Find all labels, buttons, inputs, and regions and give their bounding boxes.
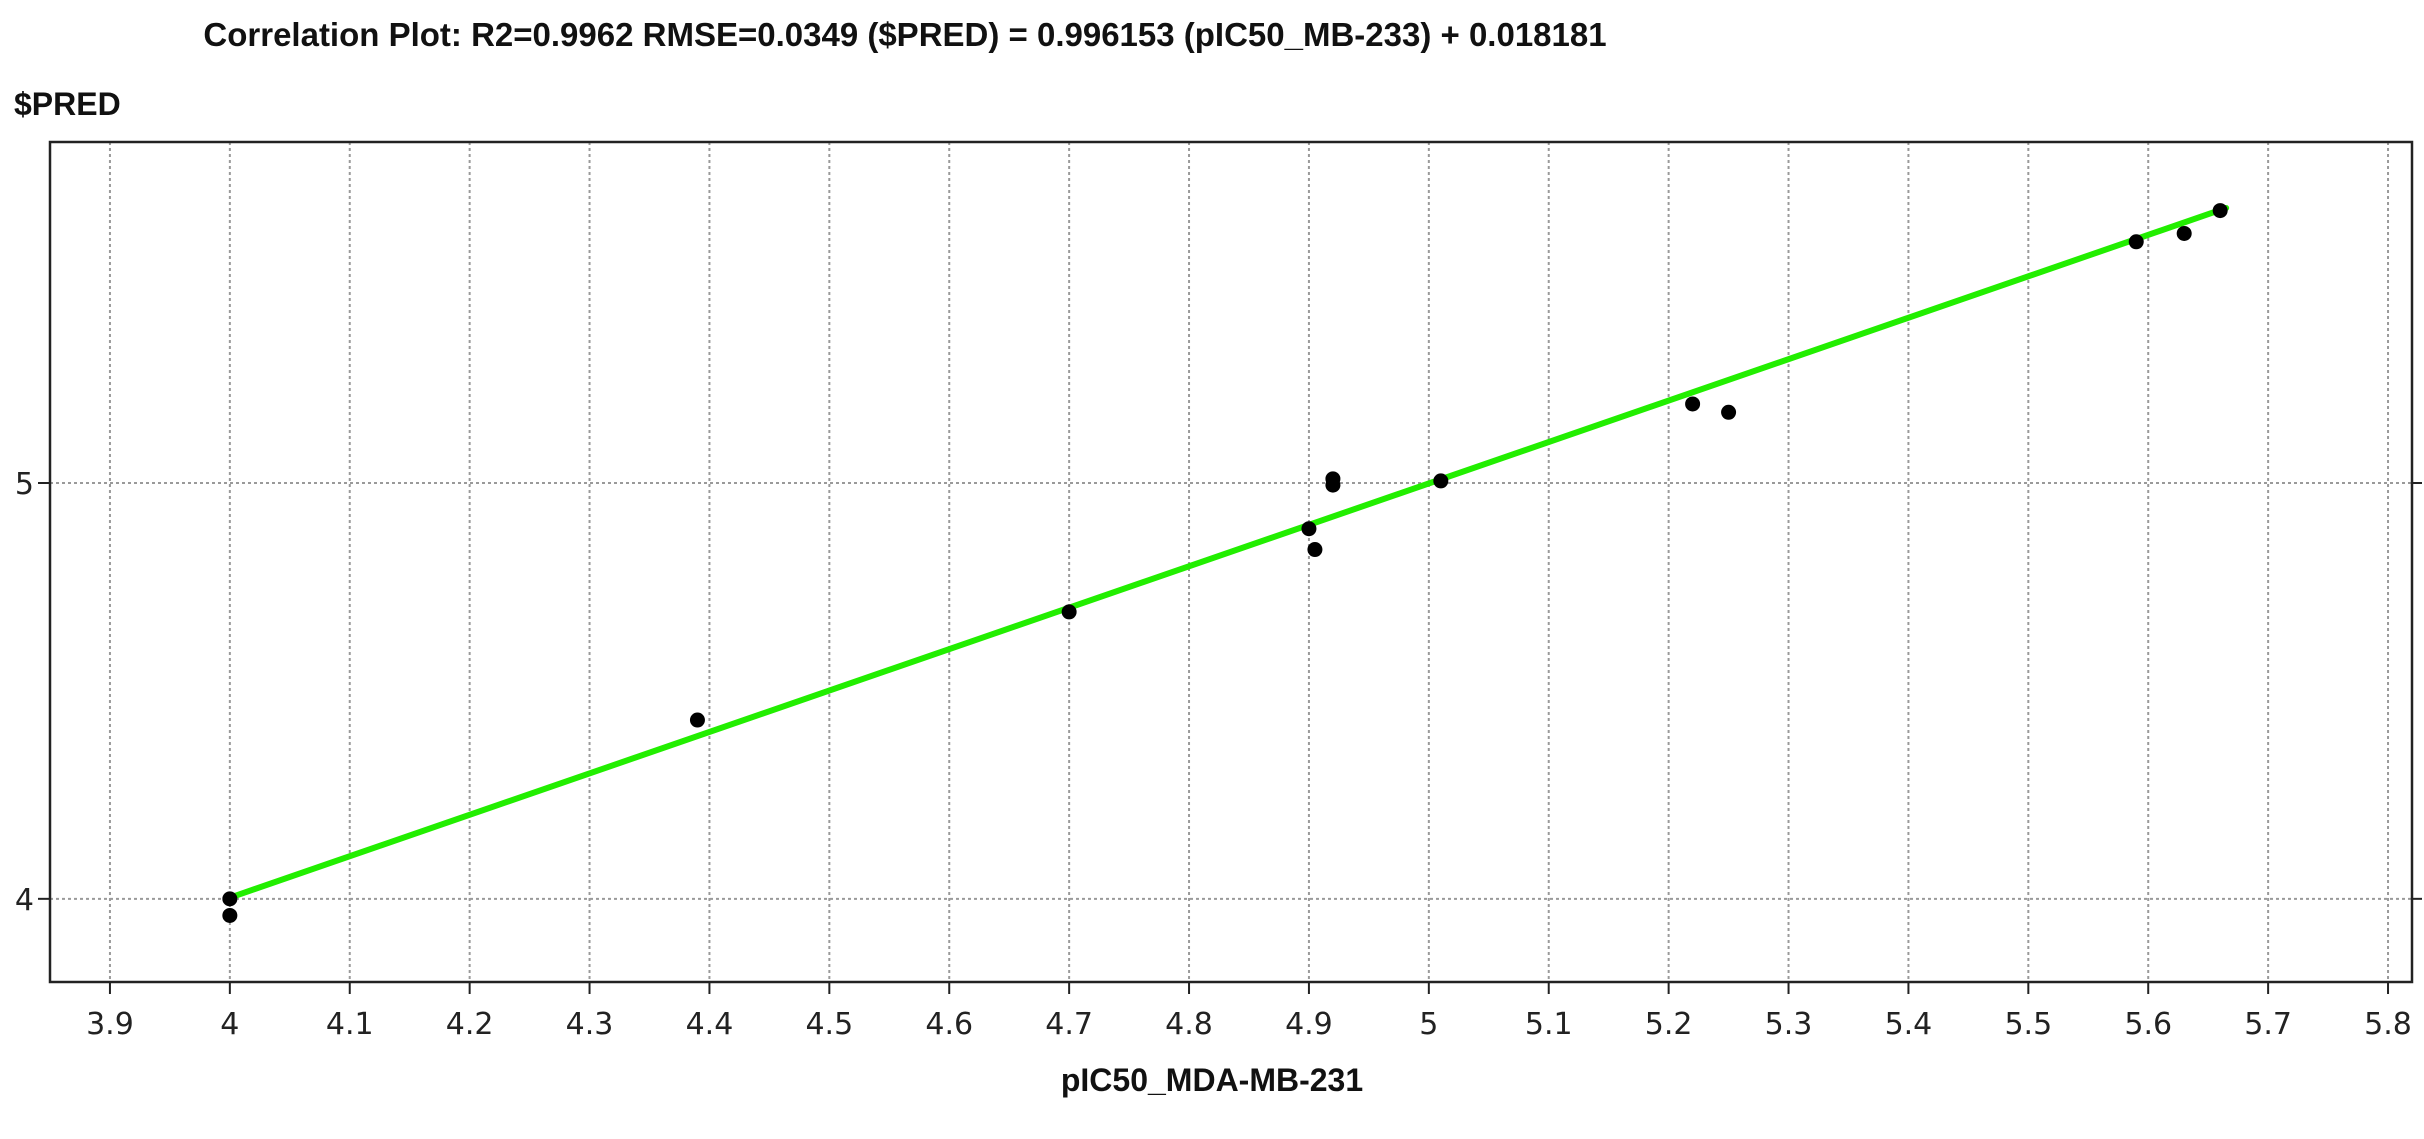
x-axis-label: pIC50_MDA-MB-231 [1060, 1062, 1364, 1098]
x-tick-label: 5.5 [2004, 1007, 2052, 1042]
data-point [1301, 521, 1317, 537]
x-tick-label: 3.9 [86, 1007, 134, 1042]
data-point [2212, 203, 2228, 219]
data-point [2176, 225, 2192, 241]
x-tick-label: 4.6 [925, 1007, 973, 1042]
x-tick-label: 4 [220, 1007, 239, 1042]
data-point [1061, 604, 1077, 620]
x-tick-label: 4.7 [1045, 1007, 1093, 1042]
x-tick-label: 5 [1419, 1007, 1438, 1042]
data-point [689, 712, 705, 728]
x-tick-label: 4.4 [686, 1007, 734, 1042]
y-axis-label: $PRED [14, 86, 121, 122]
chart-title: Correlation Plot: R2=0.9962 RMSE=0.0349 … [203, 16, 1607, 53]
data-point [222, 891, 238, 907]
x-tick-label: 5.8 [2364, 1007, 2412, 1042]
x-tick-label: 5.1 [1525, 1007, 1573, 1042]
data-point [2128, 234, 2144, 250]
x-tick-label: 4.9 [1285, 1007, 1333, 1042]
y-tick-labels: 45 [15, 467, 34, 918]
regression-fit-line [226, 204, 2230, 901]
plot-frame [48, 140, 2414, 984]
data-point [1307, 542, 1323, 558]
x-tick-label: 5.2 [1645, 1007, 1693, 1042]
x-tick-label: 4.3 [566, 1007, 614, 1042]
grid [50, 142, 2412, 982]
x-tick-label: 4.2 [446, 1007, 494, 1042]
data-point [222, 907, 238, 923]
data-point [1325, 477, 1341, 493]
axes [38, 140, 2422, 994]
data-point [1685, 396, 1701, 412]
y-tick-label: 4 [15, 883, 34, 918]
x-tick-label: 4.1 [326, 1007, 374, 1042]
x-tick-labels: 3.9 4 4.1 4.2 4.3 4.4 4.5 4.6 4.7 4.8 4.9 5 5.1 5.2 5.… [86, 1007, 2412, 1042]
x-tick-label: 4.5 [805, 1007, 853, 1042]
y-tick-label: 5 [15, 467, 34, 502]
data-point [1721, 404, 1737, 420]
data-points [222, 203, 2228, 923]
fit-line-group [226, 204, 2230, 901]
x-tick-label: 5.4 [1885, 1007, 1933, 1042]
x-tick-label: 5.3 [1765, 1007, 1813, 1042]
x-tick-label: 4.8 [1165, 1007, 1213, 1042]
data-point [1433, 473, 1449, 489]
x-tick-label: 5.7 [2244, 1007, 2292, 1042]
x-tick-label: 5.6 [2124, 1007, 2172, 1042]
